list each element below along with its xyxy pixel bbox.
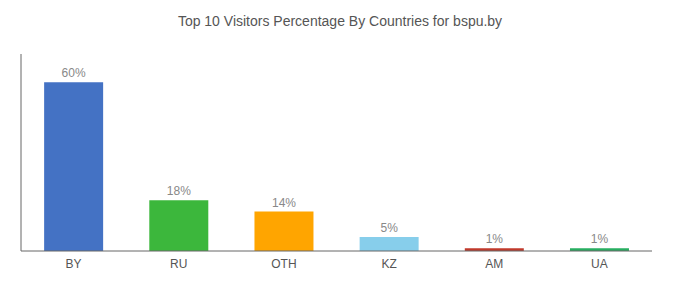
svg-text:5%: 5% [380,221,398,235]
svg-text:UA: UA [591,257,608,271]
svg-text:BY: BY [66,257,82,271]
svg-text:AM: AM [485,257,503,271]
html-text:Top 10 Visitors Percentage By: Top 10 Visitors Percentage By Countries … [177,13,503,29]
svg-text:60%: 60% [62,66,86,80]
svg-text:KZ: KZ [381,257,396,271]
svg-text:14%: 14% [272,196,296,210]
svg-text:OTH: OTH [271,257,296,271]
svg-text:1%: 1% [591,232,609,246]
svg-text:18%: 18% [167,184,191,198]
svg-text:1%: 1% [486,232,504,246]
svg-text:RU: RU [170,257,187,271]
